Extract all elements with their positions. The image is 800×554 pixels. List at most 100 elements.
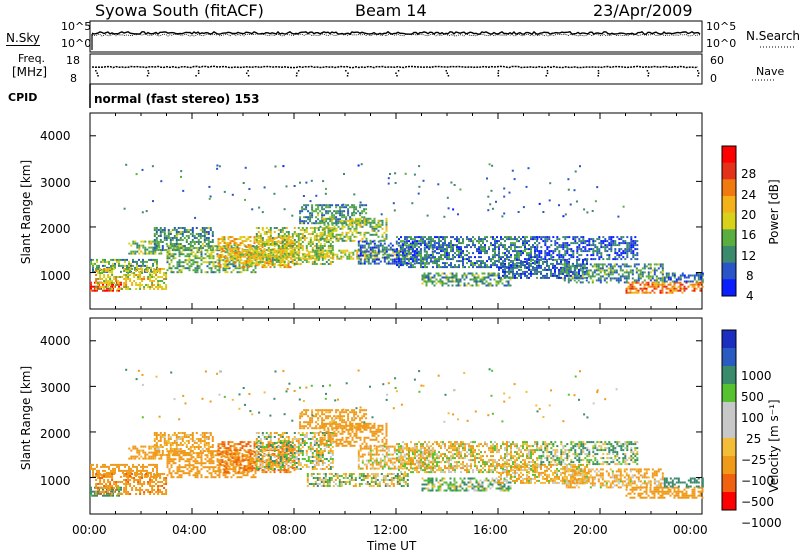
power-cell [297,263,300,265]
power-cell [142,252,145,255]
power-cell [637,273,640,276]
power-cell [287,231,290,233]
power-cell [323,221,326,224]
power-cell [293,243,296,245]
power-cell [556,236,559,239]
power-cell [377,235,380,238]
power-cell [217,240,220,243]
power-cell [362,251,365,254]
nave-dot [445,70,447,72]
power-cell [340,257,343,260]
power-cell [516,266,518,269]
power-cell [148,266,150,269]
power-cell [416,254,418,257]
power-cell [177,243,180,245]
power-cell [480,246,482,249]
power-cell [269,266,272,269]
power-cell [113,286,116,288]
power-cell [325,239,328,241]
power-cell [512,276,514,279]
power-cell [655,285,658,288]
power-cell [444,240,446,243]
power-cell [627,273,630,276]
power-cell [188,259,191,262]
power-cell [637,275,640,278]
power-cell [639,271,642,274]
power-cell [311,208,314,211]
power-cell [453,280,456,283]
power-cell [263,255,266,257]
power-cell [404,172,407,175]
power-cell [235,244,238,247]
power-cell [408,252,410,255]
power-cell [183,237,186,239]
power-cell [661,271,664,274]
power-cell [398,266,400,269]
power-cell [175,233,178,235]
power-cell [536,240,538,243]
power-cell [426,238,428,241]
power-cell [257,263,260,265]
power-cell [377,244,380,247]
power-cell [400,248,402,251]
power-cell [687,276,690,279]
power-cell [233,244,236,247]
power-cell [558,258,561,261]
power-cell [221,254,224,257]
power-cell [157,282,160,284]
power-cell [452,248,454,251]
power-cell [132,242,135,245]
power-cell [554,270,556,273]
power-cell [111,288,114,290]
power-cell [255,241,258,243]
power-cell [345,235,348,238]
power-cell [103,274,106,276]
power-cell [271,261,274,263]
power-cell [191,241,194,243]
power-cell [456,266,458,269]
power-cell [675,281,678,284]
power-cell [394,182,397,184]
velocity-cell [94,490,96,493]
power-cell [313,210,316,213]
power-cell [221,246,224,249]
x-axis-label: Time UT [367,539,417,553]
power-cell [396,252,398,255]
power-cell [331,247,334,249]
power-cell [608,254,611,257]
power-cell [643,285,646,288]
power-cell [267,240,270,243]
power-cell [273,245,276,247]
power-cell [144,250,147,253]
power-cell [331,235,334,237]
power-cell [317,229,320,231]
power-cell [446,248,448,251]
power-cell [594,200,597,203]
power-cell [499,280,502,283]
velocity-cell [103,481,106,483]
power-cell [195,233,198,235]
velocity-cell [112,467,114,470]
power-cell [406,242,408,245]
power-cell [152,252,155,255]
power-cell [92,266,94,269]
power-cell [269,229,272,231]
power-cell [426,262,428,265]
power-cell [155,245,158,247]
power-cell [261,246,264,249]
power-cell [317,214,320,217]
power-cell [237,266,240,269]
power-cell [645,289,648,292]
power-cell [92,258,94,261]
power-cell [242,255,245,258]
power-cell [134,260,136,263]
power-cell [520,260,522,263]
power-cell [659,271,662,274]
power-cell [247,238,250,241]
power-cell [659,277,662,280]
power-cell [427,274,430,277]
velocity-cell [106,471,108,474]
power-cell [410,238,412,241]
power-cell [599,277,602,280]
